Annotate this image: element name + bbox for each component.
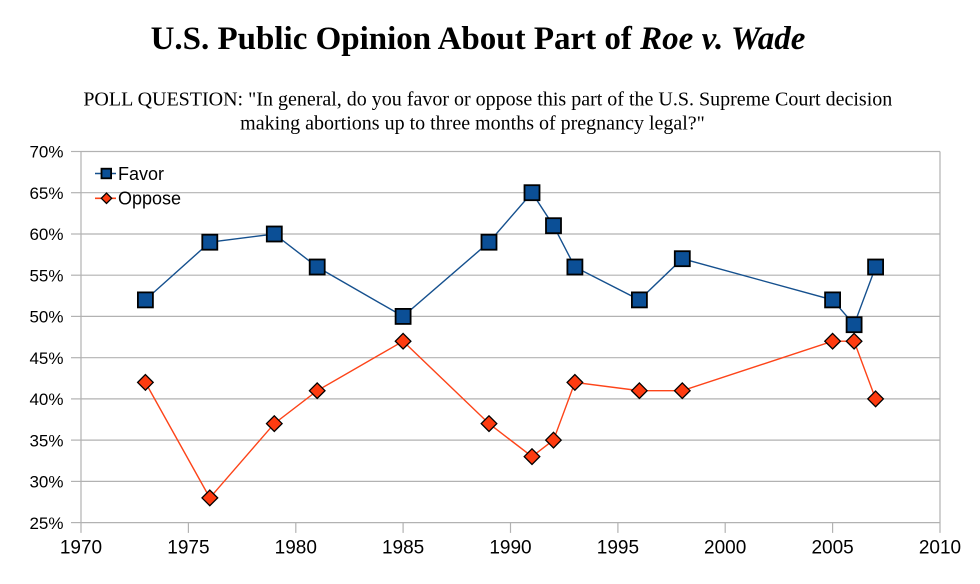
svg-text:Favor: Favor	[118, 164, 164, 184]
svg-text:30%: 30%	[29, 473, 63, 492]
svg-text:Oppose: Oppose	[118, 189, 181, 209]
svg-text:25%: 25%	[29, 514, 63, 533]
svg-text:2005: 2005	[811, 537, 853, 558]
svg-text:making abortions up to three m: making abortions up to three months of p…	[240, 113, 705, 135]
svg-text:60%: 60%	[29, 225, 63, 244]
svg-text:1995: 1995	[597, 537, 639, 558]
svg-text:1985: 1985	[382, 537, 424, 558]
svg-text:1990: 1990	[489, 537, 531, 558]
svg-text:70%: 70%	[29, 143, 63, 162]
svg-text:1975: 1975	[167, 537, 209, 558]
svg-text:2000: 2000	[704, 537, 746, 558]
svg-text:POLL QUESTION: "In general, do: POLL QUESTION: "In general, do you favor…	[83, 89, 892, 111]
svg-text:45%: 45%	[29, 349, 63, 368]
svg-text:65%: 65%	[29, 184, 63, 203]
svg-text:2010: 2010	[919, 537, 961, 558]
svg-text:35%: 35%	[29, 431, 63, 450]
svg-text:50%: 50%	[29, 308, 63, 327]
svg-text:1970: 1970	[60, 537, 102, 558]
svg-text:40%: 40%	[29, 390, 63, 409]
svg-text:1980: 1980	[275, 537, 317, 558]
svg-text:55%: 55%	[29, 266, 63, 285]
svg-text:U.S. Public Opinion About Part: U.S. Public Opinion About Part of Roe v.…	[151, 21, 806, 57]
